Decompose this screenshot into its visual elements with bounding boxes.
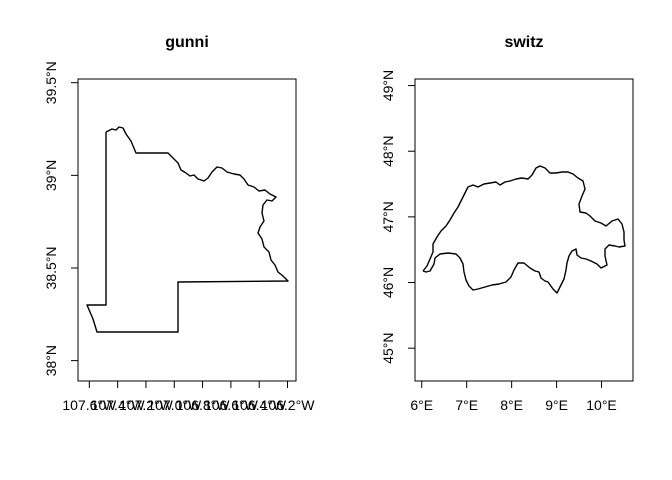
axis-ticks-gunni: 107.6°W107.4°W107.2°W107.0°W106.8°W106.6… <box>43 61 315 413</box>
x-tick-label-switz: 10°E <box>586 397 617 413</box>
y-tick-label-switz: 47°N <box>380 201 396 232</box>
y-tick-label-gunni: 39.5°N <box>43 61 59 104</box>
x-tick-label-gunni: 107.4°W <box>91 397 146 413</box>
y-tick-label-gunni: 39°N <box>43 160 59 191</box>
x-tick-label-gunni: 107.6°W <box>62 397 117 413</box>
y-tick-label-gunni: 38.5°N <box>43 246 59 289</box>
x-tick-label-gunni: 106.4°W <box>232 397 287 413</box>
plot-frame-gunni <box>77 78 297 382</box>
x-tick-label-switz: 9°E <box>545 397 568 413</box>
x-tick-label-gunni: 107.2°W <box>119 397 174 413</box>
map-title-switz: switz <box>504 34 543 51</box>
country-outline-switz <box>422 165 626 294</box>
y-tick-label-switz: 45°N <box>380 333 396 364</box>
x-tick-label-switz: 8°E <box>500 397 523 413</box>
x-tick-label-switz: 6°E <box>410 397 433 413</box>
map-panel-switz: switz 6°E 7°E 8°E 9°E 10°E 45°N 46°N 47°N 48°N 49… <box>380 34 634 413</box>
map-title-gunni: gunni <box>165 34 209 51</box>
county-outline-gunni <box>86 126 289 333</box>
y-tick-label-switz: 48°N <box>380 136 396 167</box>
x-tick-label-gunni: 107.0°W <box>147 397 202 413</box>
y-tick-label-gunni: 38°N <box>43 345 59 376</box>
y-tick-label-switz: 49°N <box>380 70 396 101</box>
x-tick-label-gunni: 106.6°W <box>204 397 259 413</box>
x-tick-label-switz: 7°E <box>455 397 478 413</box>
x-tick-label-gunni: 106.8°W <box>176 397 231 413</box>
plot-frame-switz <box>414 78 634 382</box>
x-tick-label-gunni: 106.2°W <box>261 397 316 413</box>
axis-ticks-switz: 6°E 7°E 8°E 9°E 10°E 45°N 46°N 47°N 48°N 49°N <box>380 70 617 413</box>
y-tick-label-switz: 46°N <box>380 267 396 298</box>
map-panel-gunni: gunni 107.6°W107.4°W107.2°W107.0°W106.8°… <box>43 34 315 413</box>
